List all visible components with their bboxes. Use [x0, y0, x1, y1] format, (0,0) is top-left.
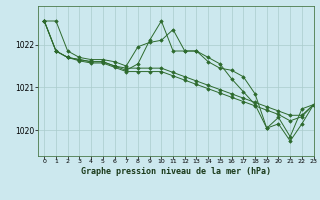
X-axis label: Graphe pression niveau de la mer (hPa): Graphe pression niveau de la mer (hPa) — [81, 167, 271, 176]
